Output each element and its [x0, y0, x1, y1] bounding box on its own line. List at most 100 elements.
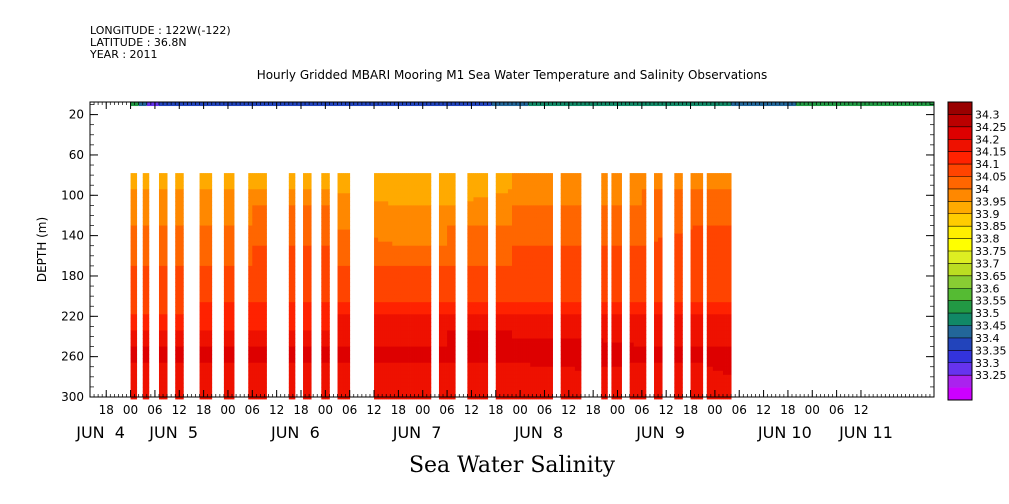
salinity-cell: [467, 314, 470, 319]
salinity-cell: [142, 338, 146, 343]
salinity-cell: [262, 217, 265, 222]
salinity-cell: [262, 225, 265, 230]
salinity-cell: [343, 306, 347, 311]
salinity-cell: [258, 326, 261, 331]
salinity-cell: [179, 314, 182, 319]
salinity-cell: [341, 290, 345, 295]
salinity-cell: [337, 374, 340, 380]
salinity-cell: [232, 294, 235, 299]
salinity-cell: [248, 302, 251, 307]
salinity-cell: [453, 217, 456, 222]
salinity-cell: [256, 366, 259, 372]
salinity-cell: [449, 290, 452, 295]
salinity-cell: [165, 261, 168, 267]
salinity-cell: [232, 378, 235, 384]
salinity-cell: [144, 294, 148, 299]
salinity-cell: [453, 290, 456, 295]
salinity-cell: [428, 225, 432, 230]
salinity-cell: [422, 201, 426, 206]
salinity-cell: [420, 290, 424, 295]
salinity-cell: [146, 310, 150, 315]
salinity-cell: [406, 257, 409, 263]
salinity-cell: [396, 350, 399, 356]
salinity-cell: [398, 217, 401, 222]
salinity-cell: [132, 310, 136, 315]
salinity-cell: [223, 306, 227, 311]
salinity-cell: [203, 193, 207, 198]
salinity-cell: [288, 382, 292, 388]
salinity-cell: [392, 189, 395, 194]
salinity-cell: [382, 366, 385, 372]
salinity-cell: [402, 374, 405, 380]
salinity-cell: [388, 338, 391, 343]
salinity-cell: [256, 282, 259, 287]
salinity-cell: [248, 382, 251, 388]
salinity-cell: [199, 282, 202, 287]
salinity-cell: [386, 189, 389, 194]
salinity-cell: [404, 310, 407, 315]
salinity-cell: [250, 282, 253, 287]
salinity-cell: [453, 237, 456, 243]
salinity-cell: [345, 310, 349, 315]
salinity-cell: [339, 330, 342, 335]
salinity-cell: [410, 314, 413, 319]
salinity-cell: [130, 334, 134, 339]
salinity-cell: [305, 173, 308, 178]
salinity-cell: [392, 245, 395, 251]
salinity-cell: [158, 282, 162, 287]
salinity-cell: [406, 330, 409, 335]
salinity-cell: [428, 370, 432, 376]
salinity-cell: [203, 290, 207, 295]
salinity-cell: [382, 290, 385, 295]
salinity-cell: [402, 362, 405, 368]
salinity-cell: [260, 229, 263, 235]
salinity-cell: [223, 382, 227, 388]
salinity-cell: [207, 209, 211, 214]
salinity-cell: [451, 322, 454, 327]
salinity-cell: [408, 350, 411, 356]
salinity-cell: [165, 273, 168, 279]
salinity-cell: [410, 253, 413, 259]
salinity-cell: [177, 370, 180, 376]
salinity-cell: [250, 177, 253, 182]
salinity-cell: [250, 269, 253, 275]
salinity-cell: [388, 390, 391, 396]
salinity-cell: [404, 269, 407, 275]
salinity-cell: [382, 282, 385, 287]
salinity-cell: [447, 354, 450, 360]
salinity-cell: [443, 298, 446, 303]
salinity-cell: [209, 366, 213, 372]
salinity-cell: [412, 213, 416, 218]
salinity-cell: [440, 334, 444, 339]
salinity-cell: [467, 241, 470, 247]
salinity-cell: [290, 362, 294, 368]
salinity-cell: [309, 229, 312, 235]
salinity-cell: [396, 370, 399, 376]
salinity-cell: [449, 253, 452, 259]
salinity-cell: [258, 221, 261, 226]
salinity-cell: [339, 290, 342, 295]
salinity-cell: [445, 269, 448, 275]
salinity-cell: [438, 201, 442, 206]
salinity-cell: [175, 374, 178, 380]
salinity-cell: [451, 314, 454, 319]
salinity-cell: [453, 282, 456, 287]
salinity-cell: [146, 358, 150, 364]
salinity-cell: [321, 233, 324, 239]
salinity-cell: [207, 338, 211, 343]
salinity-cell: [256, 330, 259, 335]
salinity-cell: [347, 269, 351, 275]
salinity-cell: [175, 253, 178, 259]
salinity-cell: [386, 217, 389, 222]
salinity-cell: [305, 302, 308, 307]
salinity-cell: [163, 282, 166, 287]
salinity-cell: [426, 370, 430, 376]
salinity-cell: [177, 225, 180, 230]
salinity-cell: [262, 261, 265, 267]
salinity-cell: [380, 265, 383, 271]
salinity-cell: [428, 217, 432, 222]
salinity-cell: [467, 386, 470, 392]
salinity-cell: [323, 358, 326, 364]
salinity-cell: [374, 338, 377, 343]
salinity-cell: [201, 261, 205, 267]
